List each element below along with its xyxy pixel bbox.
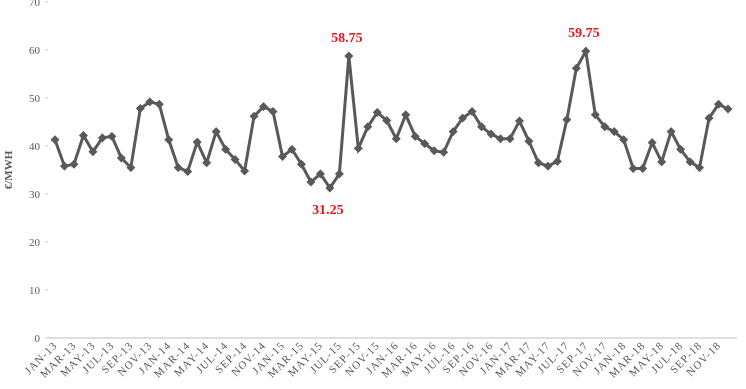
marker	[69, 159, 79, 169]
marker	[552, 156, 562, 166]
marker	[259, 102, 269, 112]
marker	[571, 63, 581, 73]
marker	[135, 104, 145, 114]
marker	[126, 163, 136, 173]
marker	[429, 146, 439, 156]
marker	[202, 158, 212, 168]
marker	[647, 138, 657, 148]
marker	[514, 116, 524, 126]
marker	[211, 127, 221, 137]
marker	[344, 51, 354, 61]
marker	[723, 104, 733, 114]
marker	[268, 106, 278, 116]
marker	[505, 134, 515, 144]
line	[53, 46, 729, 191]
marker	[704, 113, 714, 123]
marker	[676, 144, 686, 154]
marker	[685, 157, 695, 167]
marker	[240, 166, 250, 176]
marker	[458, 113, 468, 123]
y-tick-label: 0	[35, 333, 41, 345]
marker	[486, 129, 496, 139]
marker	[277, 152, 287, 162]
y-tick-label: 70	[29, 0, 41, 9]
marker	[78, 130, 88, 140]
marker	[420, 139, 430, 149]
marker	[116, 153, 126, 163]
marker	[496, 134, 506, 144]
marker	[533, 158, 543, 168]
marker	[581, 46, 591, 56]
marker	[50, 135, 60, 145]
marker	[230, 154, 240, 164]
marker	[628, 164, 638, 174]
marker	[363, 122, 373, 132]
marker	[353, 143, 363, 153]
marker	[372, 107, 382, 117]
y-tick-label: 40	[29, 141, 41, 153]
marker	[467, 106, 477, 116]
marker	[164, 135, 174, 145]
marker	[410, 131, 420, 141]
marker	[562, 115, 572, 125]
marker	[477, 122, 487, 132]
marker	[439, 147, 449, 157]
marker	[448, 127, 458, 137]
y-tick-label: 20	[29, 237, 41, 249]
y-axis-label: €/MWH	[3, 150, 15, 189]
marker	[296, 159, 306, 169]
marker	[287, 144, 297, 154]
marker	[183, 166, 193, 176]
data-label: 58.75	[331, 31, 363, 46]
marker	[306, 177, 316, 187]
y-tick-label: 10	[29, 285, 41, 297]
marker	[657, 157, 667, 167]
marker	[249, 111, 259, 121]
marker	[154, 99, 164, 109]
marker	[543, 161, 553, 171]
marker	[524, 136, 534, 146]
marker	[382, 116, 392, 126]
marker	[192, 137, 202, 147]
marker	[334, 169, 344, 179]
marker	[88, 147, 98, 157]
marker	[695, 163, 705, 173]
data-label: 59.75	[568, 26, 600, 41]
marker	[173, 163, 183, 173]
marker	[59, 161, 69, 171]
marker	[97, 133, 107, 143]
marker	[221, 144, 231, 154]
data-label: 31.25	[312, 203, 344, 218]
marker	[638, 164, 648, 174]
marker	[619, 135, 629, 145]
marker	[401, 110, 411, 120]
y-tick-label: 30	[29, 189, 41, 201]
marker	[145, 97, 155, 107]
y-tick-label: 60	[29, 45, 41, 57]
marker	[600, 122, 610, 132]
marker	[714, 99, 724, 109]
marker	[325, 183, 335, 193]
marker	[391, 134, 401, 144]
y-tick-label: 50	[29, 93, 41, 105]
marker	[609, 127, 619, 137]
marker	[590, 110, 600, 120]
marker	[107, 131, 117, 141]
marker	[666, 127, 676, 137]
marker	[315, 169, 325, 179]
